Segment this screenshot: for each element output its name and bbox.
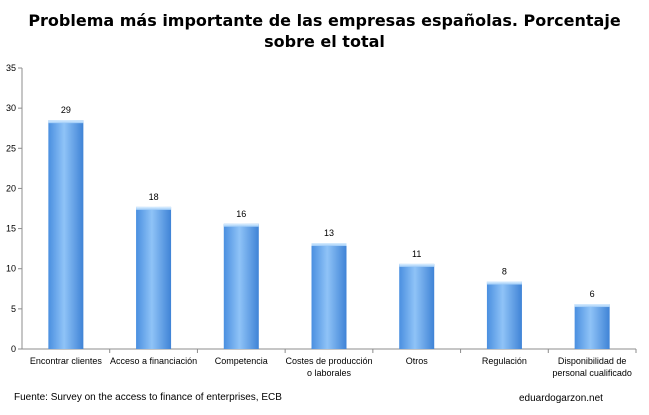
category-label: Acceso a financiación xyxy=(110,356,197,366)
category-label: Encontrar clientes xyxy=(30,356,103,366)
category-label: Disponibilidad de xyxy=(558,356,627,366)
bar-cap xyxy=(399,263,435,267)
data-label: 29 xyxy=(61,105,71,115)
data-label: 13 xyxy=(324,228,334,238)
bar-5 xyxy=(399,263,435,349)
category-label: personal cualificado xyxy=(552,368,632,378)
chart-title: Problema más importante de las empresas … xyxy=(0,10,649,52)
category-label: Costes de producción xyxy=(285,356,372,366)
bar-cap xyxy=(223,223,259,227)
bar-1 xyxy=(48,120,84,349)
site-credit: eduardogarzon.net xyxy=(519,393,603,404)
bar-cap xyxy=(574,304,610,308)
bar-cap xyxy=(136,206,172,210)
y-tick-label: 20 xyxy=(6,183,16,193)
data-label: 16 xyxy=(236,209,246,219)
bar-body xyxy=(399,263,435,349)
bar-7 xyxy=(574,304,610,349)
chart-title-line-2: sobre el total xyxy=(264,32,385,51)
labels: 29 Encontrar clientes 18 Acceso a financiac… xyxy=(30,105,632,378)
data-label: 11 xyxy=(412,249,421,259)
bar-body xyxy=(48,120,84,349)
source-note: Fuente: Survey on the access to finance … xyxy=(14,392,282,403)
bar-body xyxy=(136,206,172,349)
y-tick-label: 0 xyxy=(11,344,16,354)
bar-4 xyxy=(311,243,347,349)
category-label: Competencia xyxy=(215,356,268,366)
category-label: o laborales xyxy=(307,368,352,378)
bar-6 xyxy=(486,281,522,349)
bar-body xyxy=(486,281,522,349)
bar-body xyxy=(311,243,347,349)
y-tick-label: 30 xyxy=(6,103,16,113)
bar-cap xyxy=(48,120,84,124)
chart-title-line-1: Problema más importante de las empresas … xyxy=(28,11,621,30)
y-tick-label: 25 xyxy=(6,143,16,153)
bar-2 xyxy=(136,206,172,349)
data-label: 6 xyxy=(590,289,595,299)
category-label: Otros xyxy=(406,356,429,366)
data-label: 8 xyxy=(502,267,507,277)
data-label: 18 xyxy=(149,192,159,202)
bar-3 xyxy=(223,223,259,349)
bar-cap xyxy=(486,281,522,285)
bar-body xyxy=(223,223,259,349)
y-tick-label: 35 xyxy=(6,63,16,73)
category-label: Regulación xyxy=(482,356,527,366)
bar-body xyxy=(574,304,610,349)
y-tick-label: 15 xyxy=(6,224,16,234)
bar-cap xyxy=(311,243,347,247)
bars xyxy=(48,120,610,349)
y-tick-label: 5 xyxy=(11,304,16,314)
y-tick-label: 10 xyxy=(6,264,16,274)
